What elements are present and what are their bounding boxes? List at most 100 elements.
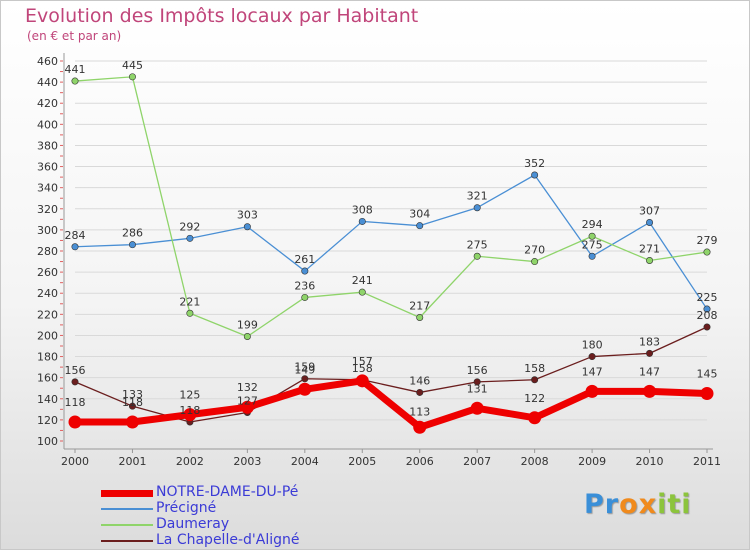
data-point — [128, 73, 136, 81]
data-label: 279 — [697, 234, 718, 247]
data-label: 156 — [467, 364, 488, 377]
data-label: 199 — [237, 319, 258, 332]
data-label: 275 — [582, 238, 603, 251]
data-label: 133 — [122, 388, 143, 401]
data-label: 225 — [697, 291, 718, 304]
x-tick-label: 2010 — [636, 455, 664, 468]
legend-label: Précigné — [156, 500, 217, 516]
data-point — [646, 256, 654, 264]
data-label: 286 — [122, 227, 143, 240]
legend-swatch — [101, 490, 153, 497]
logo-letter: i — [681, 489, 692, 520]
data-point — [646, 219, 654, 227]
y-tick-label: 300 — [37, 224, 58, 237]
y-tick-label: 260 — [37, 266, 58, 279]
data-label: 158 — [524, 362, 545, 375]
data-label: 131 — [467, 382, 488, 395]
data-point — [473, 204, 481, 212]
data-label: 132 — [237, 381, 258, 394]
logo-letter: P — [584, 489, 605, 520]
data-point — [416, 222, 424, 230]
y-tick-label: 120 — [37, 414, 58, 427]
x-tick-label: 2006 — [406, 455, 434, 468]
data-label: 307 — [639, 205, 660, 218]
logo-letter: i — [657, 489, 668, 520]
data-label: 441 — [65, 63, 86, 76]
y-tick-label: 180 — [37, 351, 58, 364]
logo-letter: r — [604, 489, 620, 520]
data-label: 217 — [409, 300, 430, 313]
data-label: 236 — [294, 279, 315, 292]
chart-subtitle: (en € et par an) — [27, 29, 122, 43]
data-point — [243, 332, 251, 340]
data-point — [240, 400, 254, 414]
y-tick-label: 460 — [37, 55, 58, 68]
data-labels: 284 286 292 303 261 308 304 321 352 275 307 225 441 4… — [65, 59, 718, 418]
data-label: 445 — [122, 59, 143, 72]
legend-swatch — [101, 524, 153, 526]
data-label: 149 — [294, 363, 315, 376]
data-label: 352 — [524, 157, 545, 170]
data-point — [183, 408, 197, 422]
data-point — [301, 267, 309, 275]
data-label: 284 — [65, 229, 86, 242]
data-point — [703, 305, 711, 313]
series-line-notre-dame-du-p- — [71, 377, 711, 431]
x-tick-label: 2003 — [233, 455, 261, 468]
data-point — [358, 288, 366, 296]
data-point — [700, 387, 714, 400]
y-tick-label: 320 — [37, 203, 58, 216]
y-tick-label: 240 — [37, 287, 58, 300]
data-label: 145 — [697, 368, 718, 381]
series-line-pr-cign- — [74, 174, 708, 310]
y-tick-label: 200 — [37, 329, 58, 342]
data-label: 271 — [639, 243, 660, 256]
data-point — [125, 415, 139, 429]
data-label: 180 — [582, 339, 603, 352]
data-point — [186, 309, 194, 317]
data-label: 159 — [294, 361, 315, 374]
y-tick-label: 360 — [37, 161, 58, 174]
data-point — [413, 420, 427, 434]
y-tick-label: 380 — [37, 139, 58, 152]
y-tick-label: 220 — [37, 308, 58, 321]
data-point — [646, 349, 654, 357]
data-point — [531, 376, 539, 384]
y-tick-label: 160 — [37, 372, 58, 385]
x-tick-label: 2009 — [578, 455, 606, 468]
y-tick-label: 440 — [37, 76, 58, 89]
data-label: 157 — [352, 355, 373, 368]
data-label: 275 — [467, 238, 488, 251]
data-point — [470, 401, 484, 415]
data-label: 156 — [65, 364, 86, 377]
legend-label: Daumeray — [156, 516, 230, 532]
data-label: 118 — [65, 396, 86, 409]
data-label: 122 — [524, 392, 545, 405]
data-point — [68, 415, 82, 429]
data-point — [643, 384, 657, 398]
data-point — [71, 77, 79, 85]
data-point — [528, 411, 542, 425]
data-label: 118 — [122, 396, 143, 409]
data-point — [703, 248, 711, 256]
data-point — [298, 382, 312, 396]
data-label: 113 — [409, 405, 430, 418]
data-point — [588, 252, 596, 260]
data-label: 321 — [467, 190, 488, 203]
data-label: 241 — [352, 274, 373, 287]
data-point — [355, 374, 369, 388]
data-label: 303 — [237, 209, 258, 222]
data-label: 221 — [179, 295, 200, 308]
x-tick-label: 2002 — [176, 455, 204, 468]
y-tick-label: 400 — [37, 118, 58, 131]
data-point — [416, 313, 424, 321]
proxiti-logo: Proxiti — [584, 489, 692, 520]
data-point — [301, 293, 309, 301]
axes: 100 120 140 160 180 200 220 240 260 280 300 320 340 3… — [37, 53, 721, 468]
data-point — [473, 252, 481, 260]
data-point — [588, 232, 596, 240]
x-tick-label: 2005 — [348, 455, 376, 468]
grid-lines — [75, 60, 707, 421]
logo-letter: t — [667, 489, 682, 520]
